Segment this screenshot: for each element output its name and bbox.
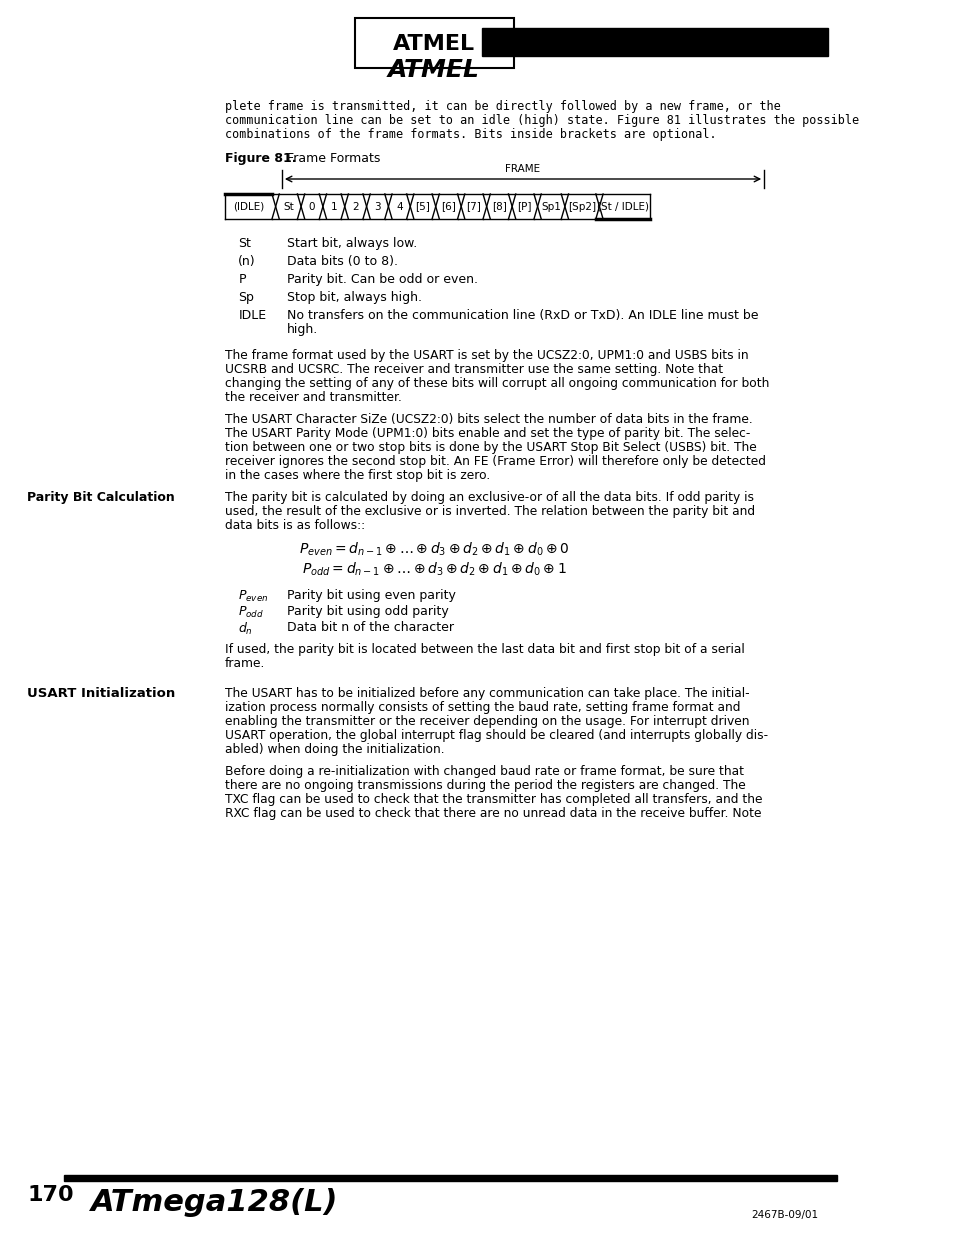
Text: combinations of the frame formats. Bits inside brackets are optional.: combinations of the frame formats. Bits … [225, 128, 716, 141]
Text: P: P [238, 273, 246, 287]
Text: If used, the parity bit is located between the last data bit and first stop bit : If used, the parity bit is located betwe… [225, 643, 743, 656]
Text: (St / IDLE): (St / IDLE) [597, 201, 648, 211]
Text: (IDLE): (IDLE) [233, 201, 264, 211]
Text: FRAME: FRAME [505, 164, 540, 174]
Text: [8]: [8] [492, 201, 506, 211]
Text: The frame format used by the USART is set by the UCSZ2:0, UPM1:0 and USBS bits i: The frame format used by the USART is se… [225, 350, 747, 362]
Text: frame.: frame. [225, 657, 265, 671]
Text: ATmega128(L): ATmega128(L) [91, 1188, 338, 1216]
Text: [7]: [7] [466, 201, 481, 211]
Text: in the cases where the first stop bit is zero.: in the cases where the first stop bit is… [225, 469, 490, 482]
Text: Parity Bit Calculation: Parity Bit Calculation [28, 492, 174, 504]
Text: USART Initialization: USART Initialization [28, 687, 175, 700]
Bar [481, 28, 827, 56]
Text: $P_{odd} = d_{n-1} \oplus \ldots \oplus d_3 \oplus d_2 \oplus d_1 \oplus d_0 \op: $P_{odd} = d_{n-1} \oplus \ldots \oplus … [301, 561, 566, 578]
Text: used, the result of the exclusive or is inverted. The relation between the parit: used, the result of the exclusive or is … [225, 505, 754, 517]
Text: ization process normally consists of setting the baud rate, setting frame format: ization process normally consists of set… [225, 701, 740, 714]
Text: Start bit, always low.: Start bit, always low. [286, 237, 416, 249]
Text: Figure 81.: Figure 81. [225, 152, 295, 165]
Text: there are no ongoing transmissions during the period the registers are changed. : there are no ongoing transmissions durin… [225, 779, 744, 792]
Text: $d_n$: $d_n$ [238, 621, 253, 637]
Text: ATMEL: ATMEL [388, 58, 479, 82]
Text: Parity bit using even parity: Parity bit using even parity [286, 589, 455, 601]
Text: data bits is as follows::: data bits is as follows:: [225, 519, 364, 532]
Text: 170: 170 [28, 1186, 73, 1205]
Text: Parity bit using odd parity: Parity bit using odd parity [286, 605, 448, 618]
Text: high.: high. [286, 324, 317, 336]
Text: Parity bit. Can be odd or even.: Parity bit. Can be odd or even. [286, 273, 477, 287]
Text: tion between one or two stop bits is done by the USART Stop Bit Select (USBS) bi: tion between one or two stop bits is don… [225, 441, 756, 454]
Text: communication line can be set to an idle (high) state. Figure 81 illustrates the: communication line can be set to an idle… [225, 114, 858, 127]
Text: TXC flag can be used to check that the transmitter has completed all transfers, : TXC flag can be used to check that the t… [225, 793, 761, 806]
Text: The USART has to be initialized before any communication can take place. The ini: The USART has to be initialized before a… [225, 687, 748, 700]
Text: enabling the transmitter or the receiver depending on the usage. For interrupt d: enabling the transmitter or the receiver… [225, 715, 748, 727]
Text: abled) when doing the initialization.: abled) when doing the initialization. [225, 743, 444, 756]
Text: [P]: [P] [517, 201, 532, 211]
FancyBboxPatch shape [355, 19, 514, 68]
Text: the receiver and transmitter.: the receiver and transmitter. [225, 391, 401, 404]
Text: Sp1: Sp1 [540, 201, 560, 211]
Text: $P_{even}$: $P_{even}$ [238, 589, 269, 604]
Text: 0: 0 [309, 201, 314, 211]
Text: $P_{even} = d_{n-1} \oplus \ldots \oplus d_3 \oplus d_2 \oplus d_1 \oplus d_0 \o: $P_{even} = d_{n-1} \oplus \ldots \oplus… [298, 541, 569, 558]
Text: plete frame is transmitted, it can be directly followed by a new frame, or the: plete frame is transmitted, it can be di… [225, 100, 780, 112]
Text: changing the setting of any of these bits will corrupt all ongoing communication: changing the setting of any of these bit… [225, 377, 768, 390]
Text: UCSRB and UCSRC. The receiver and transmitter use the same setting. Note that: UCSRB and UCSRC. The receiver and transm… [225, 363, 722, 375]
Text: [Sp2]: [Sp2] [568, 201, 596, 211]
Text: $P_{odd}$: $P_{odd}$ [238, 605, 264, 620]
Text: USART operation, the global interrupt flag should be cleared (and interrupts glo: USART operation, the global interrupt fl… [225, 729, 767, 742]
Text: (n): (n) [238, 254, 255, 268]
Text: St: St [238, 237, 251, 249]
Text: ATMEL: ATMEL [393, 35, 475, 54]
Text: St: St [283, 201, 294, 211]
Text: The USART Character SiZe (UCSZ2:0) bits select the number of data bits in the fr: The USART Character SiZe (UCSZ2:0) bits … [225, 412, 752, 426]
Text: 1: 1 [330, 201, 336, 211]
Bar [64, 1174, 836, 1181]
Text: The parity bit is calculated by doing an exclusive-or of all the data bits. If o: The parity bit is calculated by doing an… [225, 492, 753, 504]
Text: 2467B-09/01: 2467B-09/01 [751, 1210, 818, 1220]
Text: IDLE: IDLE [238, 309, 266, 322]
Text: No transfers on the communication line (RxD or TxD). An IDLE line must be: No transfers on the communication line (… [286, 309, 758, 322]
Text: [5]: [5] [416, 201, 430, 211]
Text: [6]: [6] [440, 201, 456, 211]
Text: receiver ignores the second stop bit. An FE (Frame Error) will therefore only be: receiver ignores the second stop bit. An… [225, 454, 765, 468]
Text: The USART Parity Mode (UPM1:0) bits enable and set the type of parity bit. The s: The USART Parity Mode (UPM1:0) bits enab… [225, 427, 749, 440]
Text: Data bit n of the character: Data bit n of the character [286, 621, 453, 634]
Text: RXC flag can be used to check that there are no unread data in the receive buffe: RXC flag can be used to check that there… [225, 806, 760, 820]
Text: Before doing a re-initialization with changed baud rate or frame format, be sure: Before doing a re-initialization with ch… [225, 764, 743, 778]
Text: Frame Formats: Frame Formats [279, 152, 380, 165]
Text: 2: 2 [352, 201, 358, 211]
Text: Sp: Sp [238, 291, 253, 304]
Text: Stop bit, always high.: Stop bit, always high. [286, 291, 421, 304]
Text: 3: 3 [374, 201, 380, 211]
Text: 4: 4 [395, 201, 402, 211]
Text: Data bits (0 to 8).: Data bits (0 to 8). [286, 254, 397, 268]
